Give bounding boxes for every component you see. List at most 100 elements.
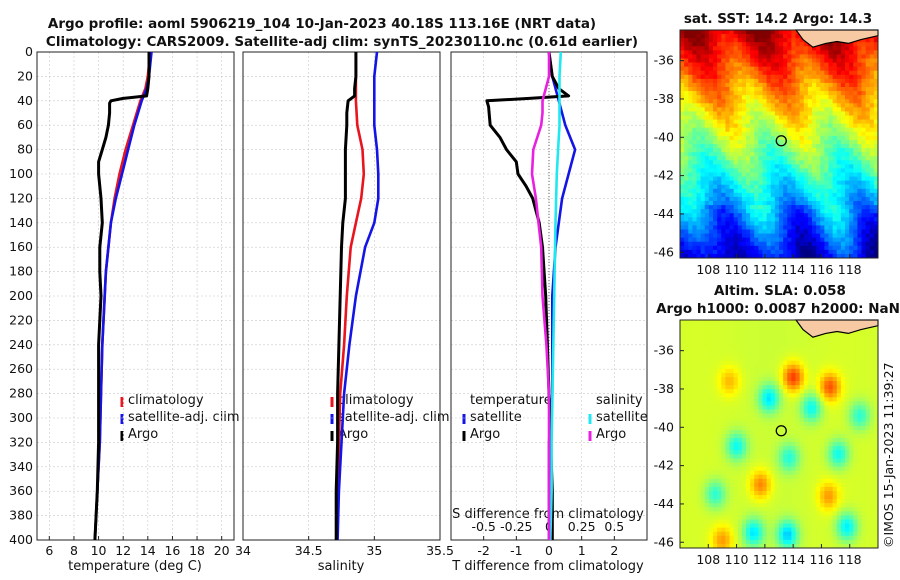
temperature-series-argo (93, 52, 151, 541)
sst-map-cell (799, 74, 805, 80)
sst-map-cell (849, 66, 854, 72)
sst-map-cell (799, 233, 805, 239)
sst-map-cell (741, 131, 747, 137)
sla-map-cell (750, 385, 755, 390)
sla-map-cell (725, 352, 730, 358)
sst-map-cell (853, 103, 858, 108)
sla-map-cell (770, 486, 776, 492)
sst-map-cell (684, 74, 689, 80)
sst-map-cell (696, 253, 702, 259)
sst-map-cell (713, 46, 718, 51)
sst-map-cell (754, 103, 759, 108)
sla-map-cell (696, 320, 702, 325)
sst-map-cell (737, 253, 743, 259)
sst-map-cell (774, 249, 780, 255)
sla-map-cell (783, 446, 788, 451)
sst-map-cell (708, 139, 714, 145)
sla-map-cell (816, 478, 821, 484)
sst-map-cell (828, 192, 834, 198)
sla-map-cell (861, 352, 867, 358)
sst-map-cell (828, 74, 834, 80)
sla-map-cell (762, 360, 768, 366)
sst-map-cell (713, 148, 718, 153)
sst-map-cell (750, 66, 755, 72)
sst-map-cell (783, 205, 788, 210)
sla-map-cell (774, 385, 780, 390)
sla-map-cell (770, 438, 776, 443)
sst-map-cell (853, 74, 858, 80)
sla-map-cell (754, 344, 759, 349)
sst-map-cell (869, 225, 875, 230)
sla-map-cell (762, 442, 768, 447)
depth-tick-label: 160 (9, 239, 33, 254)
sla-map-cell (845, 438, 850, 443)
sla-map-cell (861, 417, 867, 423)
sla-map-cell (836, 421, 842, 427)
sst-map-cell (799, 123, 805, 129)
sla-map-cell (717, 352, 722, 358)
sla-map-cell (812, 344, 817, 349)
sla-map-cell (750, 434, 755, 439)
sst-map-cell (799, 62, 805, 68)
sla-map-cell (873, 328, 879, 333)
sla-map-cell (779, 482, 784, 488)
sst-map-cell (704, 180, 710, 186)
sla-map-cell (824, 340, 829, 345)
sst-map-cell (845, 127, 850, 133)
sla-map-cell (700, 434, 706, 439)
sst-map-cell (840, 50, 846, 55)
sla-map-cell (840, 356, 846, 362)
sst-map-cell (832, 123, 838, 129)
sla-map-cell (762, 332, 768, 337)
sst-map-cell (820, 205, 825, 210)
sla-map-cell (791, 348, 796, 353)
sst-map-cell (721, 95, 726, 100)
sst-map-cell (869, 148, 875, 153)
sst-map-cell (721, 160, 726, 165)
sst-map-cell (700, 196, 706, 202)
sst-map-cell (713, 201, 718, 206)
sst-map-cell (787, 115, 792, 120)
sst-map-cell (754, 78, 759, 84)
sla-map-cell (766, 389, 772, 394)
sla-map-cell (795, 466, 801, 472)
sst-map-cell (762, 164, 768, 169)
sst-map-cell (688, 42, 693, 47)
sla-map-cell (803, 368, 809, 374)
sla-map-cell (692, 389, 697, 394)
sst-map-cell (750, 34, 755, 39)
sst-map-cell (791, 245, 796, 251)
sst-map-cell (758, 54, 763, 59)
sst-map-cell (684, 188, 689, 194)
sla-map-cell (799, 356, 805, 362)
sla-map-cell (770, 429, 776, 435)
sla-map-cell (783, 417, 788, 423)
sla-map-cell (737, 381, 743, 386)
sst-map-cell (849, 99, 854, 104)
sla-map-cell (791, 470, 796, 476)
sla-map-cell (820, 421, 825, 427)
sla-map-cell (688, 320, 693, 325)
sla-map-cell (704, 360, 710, 366)
sla-map-cell (787, 466, 792, 472)
sla-map-cell (828, 491, 834, 496)
sst-map-cell (725, 152, 730, 157)
sst-map-cell (865, 139, 871, 145)
sst-map-cell (741, 168, 747, 173)
sla-map-cell (873, 356, 879, 362)
sla-map-cell (799, 397, 805, 402)
sst-map-cell (865, 221, 871, 226)
sst-map-cell (832, 119, 838, 125)
sla-map-cell (803, 364, 809, 370)
sst-map-cell (812, 221, 817, 226)
sst-map-cell (704, 148, 710, 153)
sla-map-cell (770, 324, 776, 329)
sla-map-cell (746, 377, 751, 382)
sst-map-cell (861, 70, 867, 76)
sla-map-cell (820, 478, 825, 484)
sla-map-cell (849, 364, 854, 370)
sla-map-cell (733, 470, 739, 476)
sst-map-cell (725, 91, 730, 96)
sla-map-cell (799, 332, 805, 337)
